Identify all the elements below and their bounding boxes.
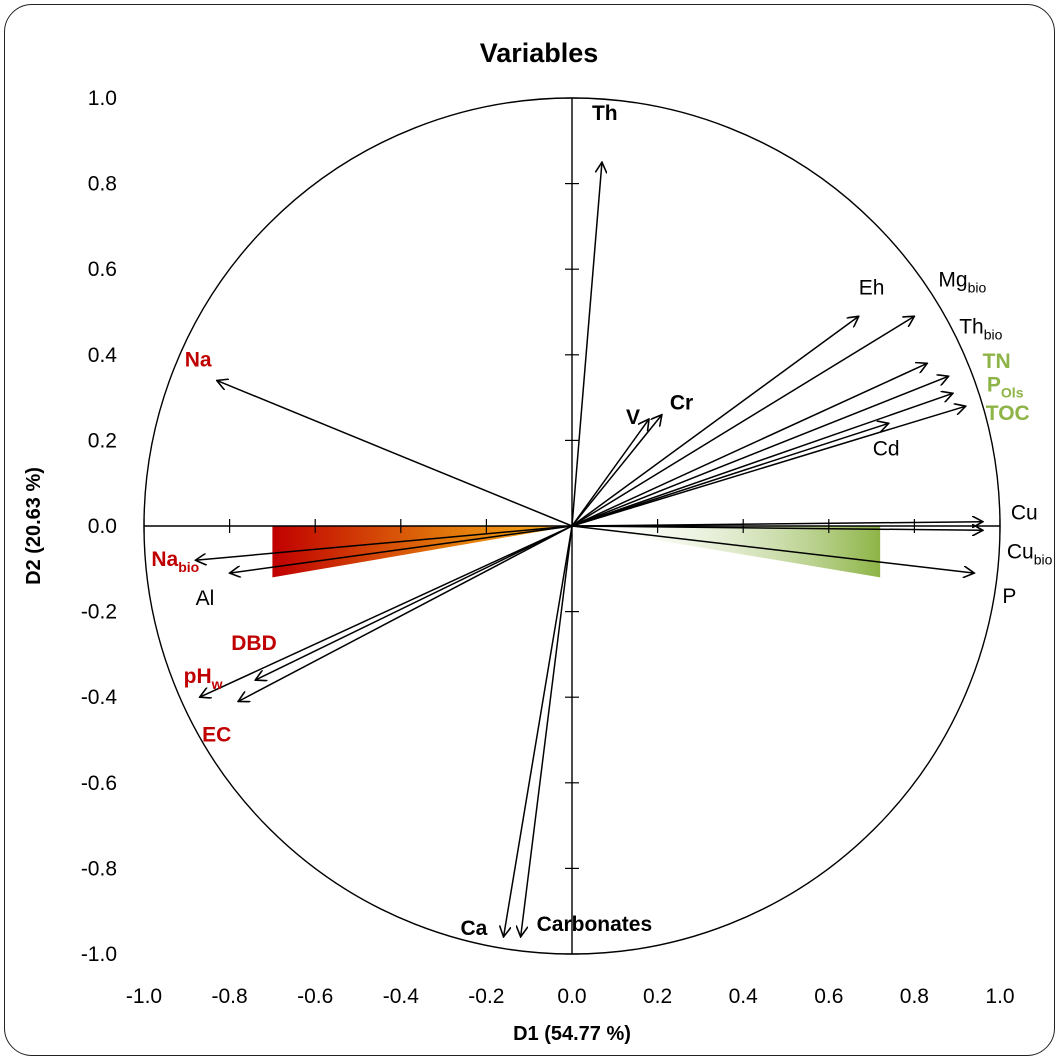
x-tick-label: 0.0	[557, 985, 586, 1008]
shaded-wedge-right	[572, 526, 881, 578]
variable-label-eh: Eh	[859, 276, 885, 299]
x-tick-label: 1.0	[985, 985, 1014, 1008]
x-axis-label: D1 (54.77 %)	[513, 1023, 631, 1045]
x-tick-label: -1.0	[126, 985, 162, 1008]
variable-label-toc: TOC	[986, 402, 1030, 425]
x-tick-label: 0.8	[900, 985, 929, 1008]
vector-arrow-al	[230, 525, 573, 573]
y-tick-label: 0.0	[88, 515, 117, 538]
x-tick-label: -0.2	[468, 985, 504, 1008]
variable-label-mg-bio: Mgbio	[938, 268, 986, 295]
x-tick-label: -0.6	[297, 985, 333, 1008]
variable-label-th-bio: Thbio	[959, 315, 1002, 342]
vector-arrow-v	[571, 419, 649, 527]
vector-arrow-cu	[571, 522, 983, 526]
vector-arrow-toc	[571, 406, 966, 527]
chart-title: Variables	[480, 38, 599, 68]
variable-label-cu: Cu	[1011, 502, 1038, 525]
variable-label-dbd: DBD	[231, 632, 277, 655]
chart-frame	[4, 4, 1055, 1056]
vector-arrow-carbonates	[521, 525, 573, 937]
variable-label-th: Th	[592, 102, 618, 125]
vector-arrow-ca	[504, 525, 573, 937]
variable-label-ca: Ca	[461, 917, 488, 940]
y-tick-label: 1.0	[88, 87, 117, 110]
variable-label-cd: Cd	[873, 437, 900, 460]
y-tick-label: 0.2	[88, 429, 117, 452]
vector-arrow-ph-w	[200, 525, 573, 697]
variable-label-v: V	[626, 406, 640, 429]
vector-arrow-th-bio	[571, 363, 927, 527]
x-tick-label: 0.4	[729, 985, 759, 1008]
variable-label-ph-w: pHw	[184, 665, 223, 692]
y-tick-label: 0.4	[88, 344, 118, 367]
vector-arrow-cr	[571, 415, 662, 527]
x-tick-label: 0.2	[643, 985, 672, 1008]
vector-arrow-th	[571, 162, 602, 527]
variable-label-carbonates: Carbonates	[537, 913, 653, 936]
variable-label-ec: EC	[202, 723, 231, 746]
variable-label-cr: Cr	[670, 392, 693, 415]
vector-arrow-cu-bio	[571, 526, 983, 530]
variable-label-p-ols: POls	[987, 373, 1024, 400]
y-tick-label: 0.6	[88, 258, 117, 281]
vector-arrow-mg-bio	[571, 316, 914, 527]
y-tick-label: -0.2	[81, 601, 117, 624]
vector-arrow-tn	[571, 376, 949, 527]
vector-arrow-p-ols	[571, 393, 953, 527]
vector-arrow-na	[217, 380, 573, 527]
variable-label-na: Na	[185, 348, 212, 371]
vector-arrow-na-bio	[195, 525, 573, 560]
x-tick-label: -0.4	[383, 985, 420, 1008]
vector-arrow-dbd	[255, 525, 573, 680]
variable-label-tn: TN	[983, 350, 1011, 373]
x-tick-label: 0.6	[814, 985, 843, 1008]
y-tick-label: -1.0	[81, 943, 117, 966]
vector-arrow-ec	[238, 525, 573, 701]
vector-arrow-eh	[571, 316, 859, 527]
shaded-wedge-left	[272, 526, 572, 578]
y-tick-label: -0.8	[81, 857, 117, 880]
variable-label-al: Al	[196, 587, 215, 610]
variable-label-p: P	[1002, 585, 1016, 608]
vector-arrow-p	[571, 525, 974, 573]
y-axis-label: D2 (20.63 %)	[23, 467, 45, 585]
vector-arrow-cd	[571, 423, 889, 527]
y-tick-label: 0.8	[88, 173, 117, 196]
y-tick-label: -0.6	[81, 772, 117, 795]
variable-label-na-bio: Nabio	[151, 548, 199, 575]
y-tick-label: -0.4	[81, 686, 118, 709]
variable-label-cu-bio: Cubio	[1007, 540, 1053, 567]
x-tick-label: -0.8	[212, 985, 248, 1008]
